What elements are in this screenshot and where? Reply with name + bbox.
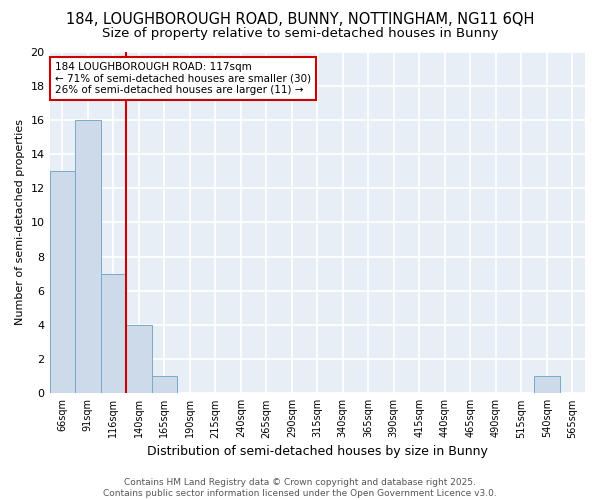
Bar — [101, 274, 126, 394]
Text: 184, LOUGHBOROUGH ROAD, BUNNY, NOTTINGHAM, NG11 6QH: 184, LOUGHBOROUGH ROAD, BUNNY, NOTTINGHA… — [66, 12, 534, 28]
Bar — [126, 325, 152, 394]
X-axis label: Distribution of semi-detached houses by size in Bunny: Distribution of semi-detached houses by … — [147, 444, 488, 458]
Y-axis label: Number of semi-detached properties: Number of semi-detached properties — [15, 120, 25, 326]
Bar — [75, 120, 101, 394]
Bar — [50, 171, 75, 394]
Text: 184 LOUGHBOROUGH ROAD: 117sqm
← 71% of semi-detached houses are smaller (30)
26%: 184 LOUGHBOROUGH ROAD: 117sqm ← 71% of s… — [55, 62, 311, 95]
Text: Size of property relative to semi-detached houses in Bunny: Size of property relative to semi-detach… — [102, 28, 498, 40]
Text: Contains HM Land Registry data © Crown copyright and database right 2025.
Contai: Contains HM Land Registry data © Crown c… — [103, 478, 497, 498]
Bar — [152, 376, 177, 394]
Bar — [534, 376, 560, 394]
